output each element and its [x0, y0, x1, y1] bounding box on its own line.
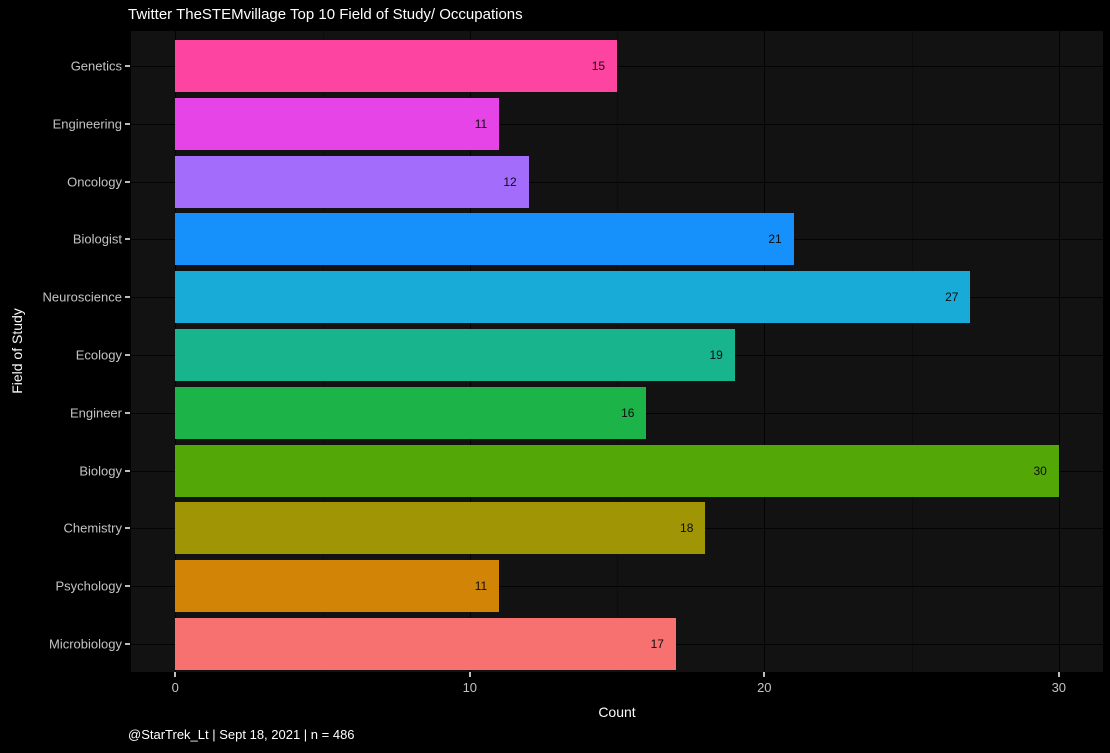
- bar-microbiology: 17: [175, 618, 676, 670]
- bar-value-psychology: 11: [474, 579, 488, 594]
- bar-oncology: 12: [175, 155, 529, 208]
- bar-value-ecology: 19: [709, 348, 723, 362]
- y-tick-oncology: [125, 180, 130, 183]
- y-label-engineering: Engineering: [52, 116, 122, 132]
- gridline-category-engineering: [131, 123, 1103, 125]
- bar-biologist: 21: [175, 213, 794, 266]
- bar-value-genetics: 15: [591, 59, 606, 73]
- y-tick-chemistry: [125, 527, 130, 530]
- bar-genetics: 15: [175, 40, 618, 92]
- y-tick-psychology: [125, 585, 130, 588]
- chart-caption: @StarTrek_Lt | Sept 18, 2021 | n = 486: [128, 727, 355, 742]
- y-tick-biologist: [125, 238, 130, 241]
- gridline-minor-x-25: [911, 31, 913, 672]
- bar-value-engineer: 16: [621, 405, 635, 420]
- y-label-oncology: Oncology: [67, 174, 122, 190]
- gridline-major-x-20: [764, 31, 766, 672]
- x-tick-label-30: 30: [1051, 680, 1067, 695]
- bar-biology: 30: [175, 444, 1059, 497]
- gridline-major-x-30: [1058, 31, 1060, 672]
- y-tick-engineer: [125, 411, 130, 414]
- chart-title: Twitter TheSTEMvillage Top 10 Field of S…: [128, 6, 523, 23]
- bar-chemistry: 18: [175, 502, 706, 555]
- bar-value-chemistry: 18: [680, 521, 694, 536]
- y-tick-biology: [125, 469, 130, 472]
- x-tick-20: [763, 672, 766, 677]
- y-tick-neuroscience: [125, 296, 130, 299]
- bar-value-oncology: 12: [503, 174, 517, 189]
- y-label-genetics: Genetics: [70, 58, 122, 74]
- x-tick-30: [1057, 672, 1060, 677]
- bar-neuroscience: 27: [175, 271, 971, 324]
- y-label-chemistry: Chemistry: [63, 520, 122, 536]
- bar-value-biologist: 21: [768, 232, 782, 247]
- gridline-category-oncology: [131, 181, 1103, 183]
- y-tick-engineering: [125, 122, 130, 125]
- bar-value-neuroscience: 27: [945, 290, 959, 305]
- y-label-neuroscience: Neuroscience: [42, 289, 123, 305]
- x-tick-10: [468, 672, 471, 677]
- bar-value-microbiology: 17: [650, 637, 664, 651]
- x-tick-0: [174, 672, 177, 677]
- x-tick-label-20: 20: [757, 680, 772, 695]
- y-tick-ecology: [125, 354, 130, 356]
- x-axis-title: Count: [598, 704, 636, 720]
- gridline-category-psychology: [131, 586, 1103, 588]
- plot-panel: 15 11 12 21 27 19 16 30 18 11 17: [131, 31, 1103, 672]
- bar-engineer: 16: [175, 386, 647, 439]
- bar-value-biology: 30: [1033, 463, 1047, 478]
- y-label-biologist: Biologist: [72, 231, 122, 247]
- y-label-biology: Biology: [79, 463, 122, 479]
- y-label-microbiology: Microbiology: [49, 636, 122, 652]
- x-tick-label-0: 0: [171, 680, 179, 695]
- x-tick-label-10: 10: [462, 680, 478, 695]
- bar-value-engineering: 11: [474, 116, 488, 131]
- bar-ecology: 19: [175, 329, 735, 381]
- y-label-psychology: Psychology: [55, 578, 122, 594]
- y-tick-microbiology: [125, 643, 130, 645]
- y-label-engineer: Engineer: [69, 405, 122, 421]
- bar-engineering: 11: [175, 97, 500, 150]
- y-label-ecology: Ecology: [75, 347, 122, 363]
- y-tick-genetics: [125, 65, 130, 67]
- bar-psychology: 11: [175, 560, 500, 613]
